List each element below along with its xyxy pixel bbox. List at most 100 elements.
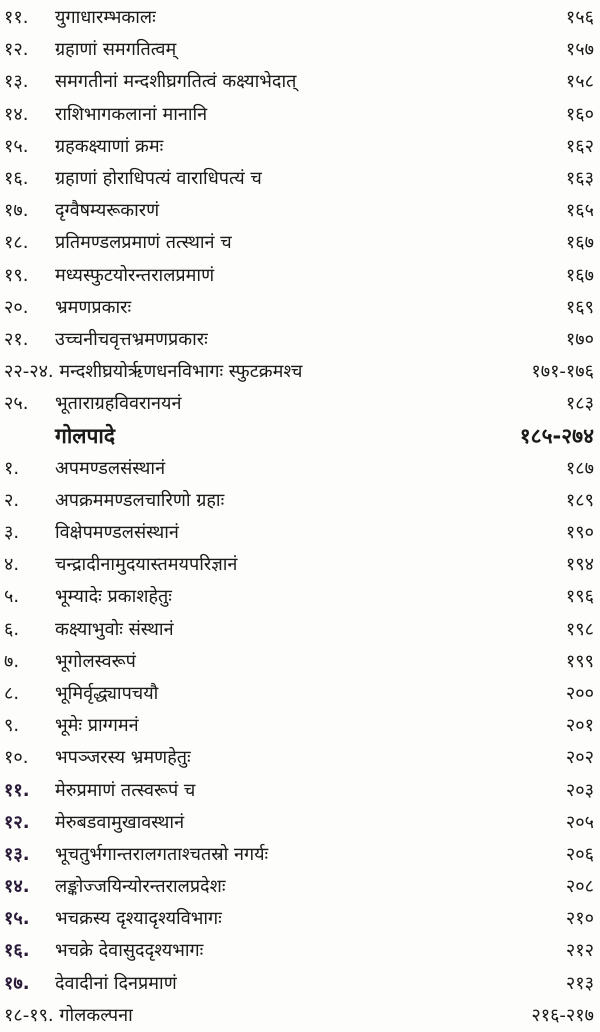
entry-title: मध्यस्फुटयोरन्तरालप्रमाणं [55, 264, 215, 286]
entry-title: भूमिर्वृद्ध्यापचयौ [55, 682, 159, 704]
entry-number: ११. [4, 7, 29, 28]
entry-number: २. [4, 489, 20, 511]
page-number: १९६ [565, 586, 594, 608]
entry-title: १८-१९. गोलकल्पना [4, 1004, 133, 1026]
toc-entry: १४. राशिभागकलानां मानानि १६० [0, 99, 600, 131]
entry-number: १५. [4, 908, 30, 930]
page-number: २१३ [565, 972, 594, 994]
page-number: १९० [565, 522, 594, 543]
entry-title: भपञ्जरस्य भ्रमणहेतुः [55, 747, 191, 769]
page-number: २०८ [565, 876, 594, 898]
page-number: १५६ [565, 7, 594, 28]
entry-number: १५. [4, 135, 29, 157]
toc-entry: १७. देवादीनां दिनप्रमाणं २१३ [0, 968, 600, 1000]
entry-title: अपमण्डलसंस्थानं [55, 457, 166, 479]
entry-title: उच्चनीचवृत्तभ्रमणप्रकारः [55, 328, 208, 350]
page-number: १८७ [565, 457, 594, 479]
page-number: १८९ [565, 489, 594, 511]
toc-entry: १३. समगतीनां मन्दशीघ्रगतित्वं कक्ष्याभेदा… [0, 66, 600, 98]
entry-number: ४. [4, 554, 20, 576]
entry-title: दृग्वैषम्यरूकारणं [55, 200, 160, 222]
entry-number: १९. [4, 264, 29, 286]
page-number: २०२ [565, 747, 594, 769]
entry-number: ६. [4, 618, 20, 640]
toc-entry: ८. भूमिर्वृद्ध्यापचयौ २०० [0, 678, 600, 710]
entry-number: १२. [4, 39, 29, 61]
section-title: गोलपादे [55, 424, 116, 449]
toc-entry: ६. कक्ष्याभुवोः संस्थानं १९८ [0, 614, 600, 646]
page-number: १६९ [565, 296, 594, 318]
toc-entry: २. अपक्रममण्डलचारिणो ग्रहाः १८९ [0, 485, 600, 517]
page-number: १६२ [565, 135, 594, 157]
entry-number: २५. [4, 393, 29, 415]
entry-title: भूम्यादेः प्रकाशहेतुः [55, 586, 172, 608]
page-number: २०५ [565, 811, 594, 833]
toc-entry: १४. लङ्कोज्जयिन्योरन्तरालप्रदेशः २०८ [0, 871, 600, 903]
entry-number: २०. [4, 296, 29, 318]
toc-entry: ११. युगाधारम्भकालः १५६ [0, 2, 600, 34]
entry-number: १४. [4, 876, 30, 898]
page-number: १९९ [565, 650, 594, 672]
page-number: २१० [565, 908, 594, 930]
page-number: १९४ [565, 554, 594, 576]
entry-title: मेरुबडवामुखावस्थानं [55, 811, 185, 833]
entry-number: १७. [4, 200, 29, 222]
entry-title: समगतीनां मन्दशीघ्रगतित्वं कक्ष्याभेदात् [55, 71, 297, 93]
entry-title: भूताराग्रहविवरानयनं [55, 393, 182, 415]
entry-title: भचक्रस्य दृश्यादृश्यविभागः [55, 908, 222, 930]
toc-entry: १८. प्रतिमण्डलप्रमाणं तत्स्थानं च १६७ [0, 227, 600, 259]
entry-title: कक्ष्याभुवोः संस्थानं [55, 618, 174, 640]
toc-entry: १६. भचक्रे देवासुददृश्यभागः २१२ [0, 935, 600, 967]
page-number: २१२ [565, 940, 594, 962]
entry-number: १८. [4, 232, 29, 254]
toc-entry: १६. ग्रहाणां होराधिपत्यं वाराधिपत्यं च १६३ [0, 163, 600, 195]
toc-entry: ९. भूमेः प्राग्गमनं २०१ [0, 710, 600, 742]
page-number: १६३ [565, 167, 594, 189]
entry-number: १६. [4, 167, 29, 189]
page-number: १५८ [565, 71, 594, 93]
toc-entry: १८-१९. गोलकल्पना २१६-२१७ [0, 1000, 600, 1032]
entry-title: भूगोलस्वरूपं [55, 650, 136, 672]
page-number: १८५-२७४ [519, 424, 594, 449]
toc-entry: ७. भूगोलस्वरूपं १९९ [0, 646, 600, 678]
entry-title: ग्रहकक्ष्याणां क्रमः [55, 135, 164, 157]
toc-entry: २०. भ्रमणप्रकारः १६९ [0, 292, 600, 324]
entry-number: १. [4, 457, 20, 479]
page-number: १८३ [565, 393, 594, 415]
entry-number: १७. [4, 972, 30, 994]
entry-title: मेरुप्रमाणं तत्स्वरूपं च [55, 779, 196, 801]
entry-title: भूमेः प्राग्गमनं [55, 715, 139, 737]
toc-entry: २५. भूताराग्रहविवरानयनं १८३ [0, 388, 600, 420]
entry-title: लङ्कोज्जयिन्योरन्तरालप्रदेशः [55, 876, 226, 898]
page-number: १६७ [565, 264, 594, 286]
entry-title: देवादीनां दिनप्रमाणं [55, 972, 177, 994]
toc-entry: १०. भपञ्जरस्य भ्रमणहेतुः २०२ [0, 742, 600, 774]
entry-title: भूचतुर्भगान्तरालगताश्चतस्रो नगर्यः [55, 843, 269, 865]
toc-entry: १. अपमण्डलसंस्थानं १८७ [0, 453, 600, 485]
toc-entry: १२. मेरुबडवामुखावस्थानं २०५ [0, 807, 600, 839]
entry-number: २१. [4, 328, 29, 350]
toc-entry: २१. उच्चनीचवृत्तभ्रमणप्रकारः १७० [0, 324, 600, 356]
page-number: २१६-२१७ [531, 1004, 594, 1026]
entry-number: १०. [4, 747, 29, 769]
entry-number: ९. [4, 715, 20, 737]
entry-title: ग्रहाणां होराधिपत्यं वाराधिपत्यं च [55, 167, 262, 189]
entry-number: ७. [4, 650, 20, 672]
entry-title: चन्द्रादीनामुदयास्तमयपरिज्ञानं [55, 554, 238, 576]
toc-entry: ४. चन्द्रादीनामुदयास्तमयपरिज्ञानं १९४ [0, 549, 600, 581]
entry-title: भचक्रे देवासुददृश्यभागः [55, 940, 204, 962]
toc-entry: ११. मेरुप्रमाणं तत्स्वरूपं च २०३ [0, 775, 600, 807]
entry-number: १३. [4, 71, 29, 93]
entry-number: ८. [4, 682, 20, 704]
toc-entry: १५. ग्रहकक्ष्याणां क्रमः १६२ [0, 131, 600, 163]
page-number: १६० [565, 103, 594, 125]
entry-title: अपक्रममण्डलचारिणो ग्रहाः [55, 489, 225, 511]
entry-title: २२-२४. मन्दशीघ्रयोर्ऋणधनविभागः स्फुटक्रम… [4, 361, 303, 383]
entry-title: विक्षेपमण्डलसंस्थानं [55, 522, 179, 543]
page-number: १६७ [565, 232, 594, 254]
page-number: १६५ [565, 200, 594, 222]
page-number: २०१ [565, 715, 594, 737]
section-heading-row: गोलपादे १८५-२७४ [0, 420, 600, 452]
page-number: १५७ [565, 39, 594, 61]
